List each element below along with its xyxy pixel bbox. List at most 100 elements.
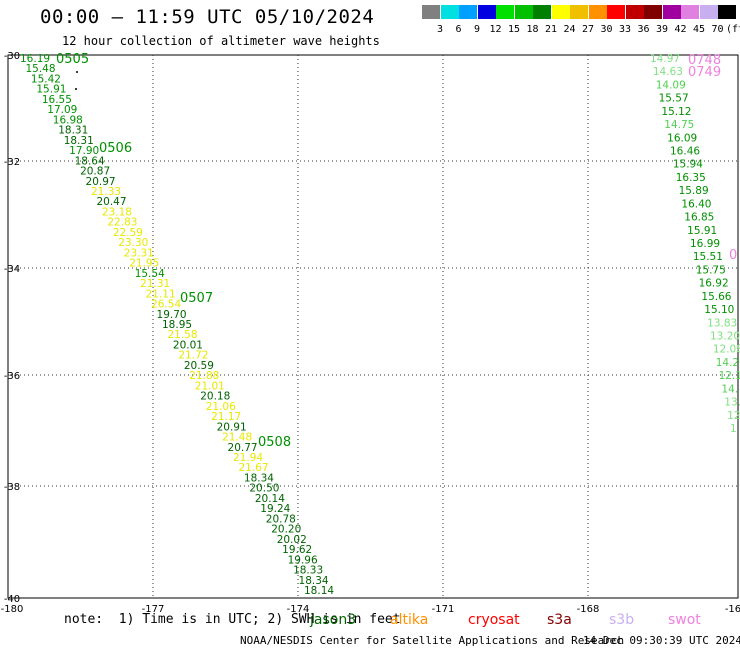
wave-height-reading: 21.88 [189, 370, 219, 382]
wave-height-reading: 13. [724, 397, 740, 409]
wave-height-reading: 20.47 [96, 196, 126, 208]
scale-label: 27 [581, 24, 595, 35]
satellite-legend-item: altika [390, 612, 429, 628]
scale-swatch [644, 5, 662, 19]
wave-height-reading: 16.98 [53, 114, 83, 126]
scale-swatch [681, 5, 699, 19]
wave-height-reading: 18.14 [304, 585, 334, 597]
scale-label: 6 [455, 24, 462, 35]
scale-label: 15 [507, 24, 521, 35]
lat-tick-label: -34 [4, 264, 20, 275]
wave-height-reading: 16.19 [20, 53, 50, 65]
lat-tick-label: -36 [4, 371, 20, 382]
wave-height-reading: 16.46 [670, 146, 700, 158]
wave-height-reading: 15.89 [679, 185, 709, 197]
scale-swatch [533, 5, 551, 19]
scale-label: 12 [489, 24, 502, 35]
wave-height-reading: 20.87 [80, 166, 110, 178]
wave-height-reading: 23.30 [118, 237, 148, 249]
lon-tick-label: -168 [577, 604, 600, 615]
wave-height-reading: 15.54 [135, 268, 165, 280]
wave-height-reading: 20.01 [173, 339, 203, 351]
wave-height-reading: 12 [727, 410, 740, 422]
scale-swatch [459, 5, 477, 19]
scale-swatch [496, 5, 514, 19]
scale-swatch [662, 5, 681, 19]
wave-height-reading: 20.77 [228, 442, 258, 454]
lat-tick-label: -38 [4, 482, 20, 493]
wave-height-reading: 15.75 [696, 264, 726, 276]
satellite-legend-item: jason3 [310, 612, 357, 628]
wave-height-reading: 14. [721, 383, 738, 395]
wave-height-reading: 15.10 [704, 304, 734, 316]
track-marker [76, 71, 78, 73]
scale-swatch [718, 5, 736, 19]
map-frame [7, 54, 739, 599]
wave-height-reading: 22.83 [107, 217, 137, 229]
map-subtitle: 12 hour collection of altimeter wave hei… [62, 34, 380, 48]
track-marker [75, 88, 77, 90]
scale-swatch [477, 5, 496, 19]
wave-height-reading: 15.42 [31, 73, 61, 85]
map-border [7, 54, 739, 599]
wave-height-reading: 1 [730, 423, 737, 435]
wave-height-reading: 14.09 [656, 79, 686, 91]
credit-line: NOAA/NESDIS Center for Satellite Applica… [240, 634, 625, 647]
wave-height-reading: 21.31 [140, 278, 170, 290]
units-note: note: 1) Time is in UTC; 2) SWH is in fe… [64, 612, 401, 627]
wave-height-reading: 15.57 [659, 93, 689, 105]
wave-height-reading: 21.67 [238, 462, 268, 474]
lon-tick-label: -177 [142, 604, 165, 615]
satellite-legend-item: cryosat [468, 612, 520, 628]
wave-height-reading: 16.09 [667, 132, 697, 144]
scale-label: 70 [711, 24, 724, 35]
wave-height-reading: 19.24 [260, 503, 290, 515]
wave-height-reading: 17.90 [69, 145, 99, 157]
scale-label: 45 [692, 24, 706, 35]
scale-swatch [440, 5, 459, 19]
scale-swatch [551, 5, 570, 19]
pass-time-label: 0749 [688, 65, 721, 80]
scale-label: 39 [655, 24, 669, 35]
pass-time-label: 0507 [180, 291, 213, 306]
wave-height-reading: 17.09 [47, 104, 77, 116]
wave-height-reading: 20.50 [249, 483, 279, 495]
lon-tick-label: -171 [432, 604, 455, 615]
wave-height-reading: 20.20 [271, 524, 301, 536]
scale-label: 21 [544, 24, 558, 35]
pass-time-label: 0748 [688, 53, 721, 68]
scale-swatch [514, 5, 533, 19]
wave-height-reading: 15.48 [25, 63, 55, 75]
scale-label: 36 [637, 24, 650, 35]
lat-tick-label: -40 [4, 594, 20, 605]
scale-label: 42 [674, 24, 687, 35]
wave-height-reading: 14.97 [650, 53, 680, 65]
lon-tick-label: -16 [725, 604, 740, 615]
wave-height-reading: 16.99 [690, 238, 720, 250]
scale-swatch [625, 5, 644, 19]
wave-height-reading: 15.12 [661, 106, 691, 118]
wave-height-reading: 18.31 [64, 135, 94, 147]
scale-label: 3 [436, 24, 444, 35]
pass-time-label: 0505 [56, 52, 89, 67]
generation-timestamp: 14 Dec 09:30:39 UTC 2024 [583, 634, 740, 647]
wave-height-reading: 20.91 [217, 421, 247, 433]
wave-height-reading: 19.62 [282, 544, 312, 556]
satellite-track-west: 16.1915.4815.4215.9116.5517.0916.9818.31… [20, 52, 334, 597]
wave-height-reading: 16.55 [42, 94, 72, 106]
wave-height-reading: 21.33 [91, 186, 121, 198]
pass-time-label: 0508 [258, 435, 291, 450]
wave-height-reading: 21.11 [146, 288, 176, 300]
wave-height-reading: 16.40 [681, 198, 711, 210]
wave-height-reading: 21.94 [233, 452, 263, 464]
wave-height-reading: 15.94 [673, 159, 703, 171]
wave-height-reading: 16.35 [676, 172, 706, 184]
map-title: 00:00 – 11:59 UTC 05/10/2024 [40, 6, 375, 28]
wave-height-reading: 21.58 [167, 329, 197, 341]
wave-height-reading: 16.92 [699, 278, 729, 290]
lat-tick-label: -32 [4, 157, 20, 168]
wave-height-reading: 15.51 [693, 251, 723, 263]
scale-label: 33 [618, 24, 632, 35]
